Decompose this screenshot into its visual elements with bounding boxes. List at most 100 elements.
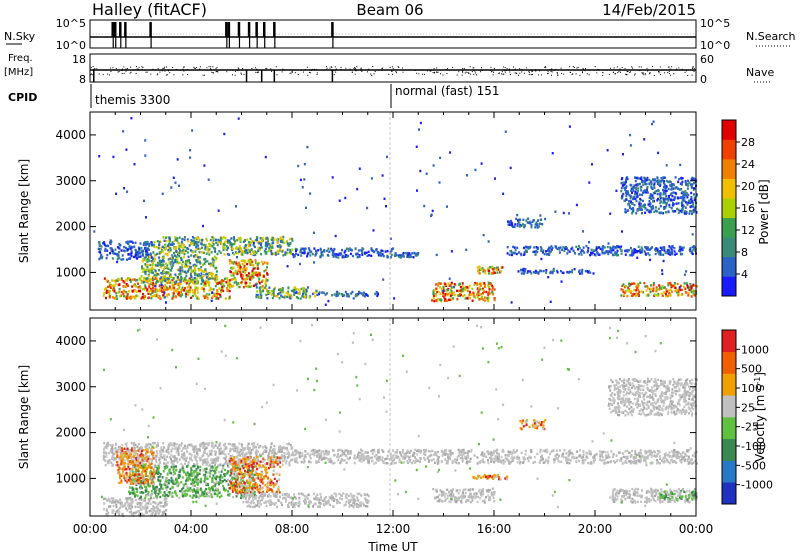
echo-cell bbox=[665, 290, 668, 293]
echo-cell bbox=[520, 253, 523, 257]
echo-cell bbox=[640, 208, 643, 211]
echo-cell bbox=[694, 453, 697, 456]
echo-cell bbox=[490, 272, 493, 275]
echo-cell bbox=[120, 249, 123, 252]
echo-cell bbox=[163, 458, 166, 461]
echo-cell bbox=[308, 455, 311, 458]
echo-cell bbox=[524, 224, 526, 227]
nave-point bbox=[458, 71, 460, 73]
freq-panel: 18 8 60 0 Freq. [MHz] Nave bbox=[4, 53, 774, 86]
echo-cell bbox=[243, 239, 246, 242]
echo-cell bbox=[432, 297, 435, 300]
echo-cell bbox=[513, 456, 516, 459]
echo-cell bbox=[150, 244, 153, 247]
echo-cell bbox=[282, 291, 285, 294]
echo-cell bbox=[219, 239, 222, 242]
echo-cell bbox=[270, 252, 273, 256]
nave-point bbox=[368, 68, 370, 70]
nave-point bbox=[180, 69, 182, 71]
echo-cell bbox=[167, 287, 170, 290]
echo-cell bbox=[240, 273, 243, 276]
echo-cell bbox=[641, 179, 644, 182]
echo-cell bbox=[233, 240, 236, 243]
echo-cell bbox=[643, 250, 646, 253]
echo-cell bbox=[156, 441, 159, 445]
echo-cell bbox=[629, 197, 632, 200]
echo-cell bbox=[273, 286, 276, 290]
echo-cell bbox=[108, 295, 111, 298]
echo-cell bbox=[677, 208, 680, 211]
echo-cell bbox=[653, 454, 656, 457]
echo-cell bbox=[534, 253, 537, 256]
nave-point bbox=[210, 68, 212, 70]
echo-cell bbox=[637, 187, 640, 190]
echo-cell bbox=[191, 278, 194, 281]
echo-cell bbox=[674, 455, 677, 458]
nave-point bbox=[266, 68, 268, 70]
echo-cell bbox=[222, 289, 225, 293]
echo-cell bbox=[193, 293, 196, 296]
echo-cell bbox=[185, 282, 188, 285]
echo-cell bbox=[258, 277, 261, 281]
echo-cell bbox=[462, 289, 465, 292]
echo-cell bbox=[549, 247, 551, 250]
echo-cell bbox=[273, 448, 276, 451]
echo-cell bbox=[523, 269, 526, 273]
echo-cell bbox=[246, 444, 249, 448]
echo-cell bbox=[628, 451, 631, 454]
echo-cell bbox=[245, 249, 248, 252]
echo-cell bbox=[330, 247, 333, 251]
echo-cell bbox=[170, 461, 173, 465]
echo-cell bbox=[242, 278, 245, 281]
echo-cell bbox=[237, 454, 240, 457]
colorbar-segment bbox=[722, 120, 736, 140]
echo-cell bbox=[541, 251, 544, 254]
echo-cell bbox=[536, 224, 539, 227]
echo-cell bbox=[237, 461, 240, 465]
nave-point bbox=[212, 72, 214, 74]
echo-cell bbox=[113, 252, 116, 255]
echo-cell bbox=[451, 461, 454, 464]
echo-cell bbox=[216, 446, 219, 449]
echo-cell bbox=[119, 451, 122, 455]
echo-cell bbox=[658, 284, 661, 287]
echo-cell bbox=[637, 286, 640, 289]
nave-point bbox=[264, 69, 266, 71]
nave-point bbox=[620, 71, 622, 73]
echo-cell bbox=[203, 283, 205, 287]
echo-cell bbox=[514, 223, 517, 226]
echo-cell bbox=[298, 290, 301, 293]
echo-cell bbox=[326, 249, 328, 253]
echo-cell bbox=[459, 289, 462, 292]
echo-cell bbox=[308, 296, 311, 299]
nave-point bbox=[92, 66, 94, 68]
echo-cell bbox=[198, 259, 201, 263]
echo-cell-sparse bbox=[502, 192, 505, 195]
echo-cell bbox=[111, 457, 113, 461]
echo-cell bbox=[290, 459, 292, 462]
echo-cell bbox=[224, 453, 227, 456]
echo-cell bbox=[112, 448, 115, 451]
nsearch-label: N.Search bbox=[746, 30, 796, 43]
echo-cell bbox=[272, 291, 275, 294]
echo-cell bbox=[193, 271, 196, 275]
echo-cell-sparse bbox=[299, 262, 301, 266]
echo-cell-sparse bbox=[651, 122, 653, 126]
nave-point bbox=[631, 66, 633, 68]
nave-point bbox=[308, 71, 310, 73]
echo-cell bbox=[679, 196, 682, 200]
echo-cell bbox=[213, 246, 216, 250]
echo-cell bbox=[172, 295, 175, 298]
nave-point bbox=[433, 72, 435, 74]
echo-cell bbox=[254, 446, 257, 449]
echo-cell bbox=[214, 248, 217, 251]
echo-cell bbox=[258, 271, 261, 275]
echo-cell bbox=[106, 444, 109, 448]
echo-cell bbox=[286, 242, 289, 245]
echo-cell bbox=[659, 246, 662, 250]
echo-cell bbox=[205, 252, 208, 255]
echo-cell-sparse bbox=[442, 289, 445, 292]
echo-cell bbox=[203, 282, 205, 285]
echo-cell bbox=[476, 296, 479, 299]
echo-cell bbox=[624, 253, 627, 256]
